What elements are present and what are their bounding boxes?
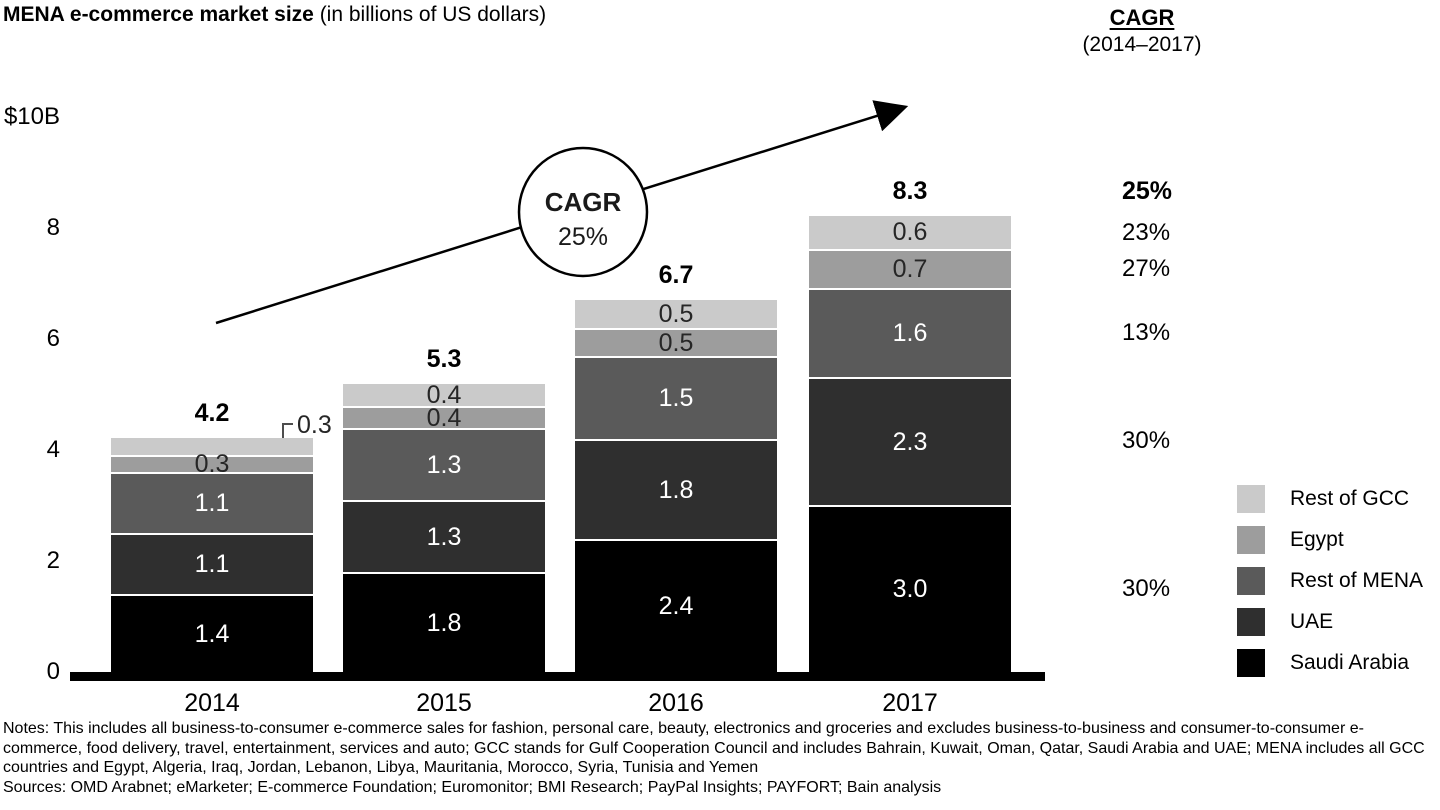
bar-total-label-2015: 5.3 <box>426 345 462 373</box>
segment-egypt-2016: 0.5 <box>575 328 777 356</box>
segment-saudi-arabia-2016: 2.4 <box>575 539 777 672</box>
segment-value-label: 0.4 <box>426 380 462 409</box>
segment-value-label: 1.8 <box>658 475 694 504</box>
segment-uae-2015: 1.3 <box>343 500 545 572</box>
bar-total-label-2016: 6.7 <box>658 261 694 289</box>
cagr-header-title: CAGR <box>1109 5 1175 30</box>
segment-rest-of-mena-2015: 1.3 <box>343 428 545 500</box>
legend-label: Rest of GCC <box>1290 487 1410 510</box>
x-tick-label-2015: 2015 <box>416 689 472 717</box>
cagr-total-value: 25% <box>1122 177 1173 205</box>
stacked-bar-2015: 0.4 0.4 1.3 1.3 1.8 <box>343 380 545 672</box>
segment-value-label: 2.3 <box>892 427 928 456</box>
legend-label: Egypt <box>1290 528 1344 551</box>
cagr-header: CAGR (2014–2017) <box>1063 5 1221 57</box>
footnotes: Notes: This includes all business-to-con… <box>3 719 1438 797</box>
segment-rest-of-mena-2017: 1.6 <box>809 288 1011 377</box>
segment-value-label: 0.5 <box>658 299 694 328</box>
segment-egypt-2017: 0.7 <box>809 249 1011 288</box>
y-tick-label-0: 0 <box>46 658 60 685</box>
segment-value-label: 0.7 <box>892 255 928 283</box>
stacked-bar-2016: 0.5 0.5 1.5 1.8 2.4 <box>575 300 777 672</box>
segment-saudi-arabia-2015: 1.8 <box>343 572 545 672</box>
cagr-bubble <box>517 146 649 278</box>
bar-total-label-2014: 4.2 <box>194 399 230 427</box>
x-tick-label-2016: 2016 <box>648 689 704 717</box>
cagr-value-uae: 30% <box>1122 427 1171 454</box>
segment-value-label: 0.6 <box>892 218 928 246</box>
segment-value-label: 3.0 <box>892 575 928 603</box>
x-axis-line <box>70 672 1045 681</box>
chart-title-main: MENA e-commerce market size <box>3 3 314 26</box>
segment-value-label: 2.4 <box>658 592 694 620</box>
sources-text: Sources: OMD Arabnet; eMarketer; E-comme… <box>3 778 942 796</box>
segment-uae-2014: 1.1 <box>111 533 313 594</box>
x-tick-label-2017: 2017 <box>882 689 938 717</box>
cagr-value-rest-of-gcc: 23% <box>1122 219 1171 246</box>
segment-value-label: 1.3 <box>426 450 462 479</box>
bar-total-label-2017: 8.3 <box>892 177 928 205</box>
segment-value-label: 1.5 <box>658 384 694 412</box>
legend-swatch-icon <box>1237 526 1265 554</box>
segment-saudi-arabia-2017: 3.0 <box>809 505 1011 672</box>
segment-rest-of-gcc-2017: 0.6 <box>809 216 1011 249</box>
legend-swatch-icon <box>1237 649 1265 677</box>
segment-value-label: 1.3 <box>426 522 462 551</box>
chart-title: MENA e-commerce market size (in billions… <box>3 3 546 27</box>
legend-label: Saudi Arabia <box>1290 651 1410 674</box>
cagr-bubble-value: 25% <box>558 223 608 251</box>
legend-label: Rest of MENA <box>1290 569 1424 592</box>
cagr-value-egypt: 27% <box>1122 255 1171 282</box>
cagr-header-range: (2014–2017) <box>1082 33 1202 56</box>
segment-rest-of-gcc-2014 <box>111 438 313 455</box>
notes-text: Notes: This includes all business-to-con… <box>3 720 1425 776</box>
segment-value-label: 0.5 <box>658 328 694 357</box>
legend-swatch-icon <box>1237 567 1265 595</box>
cagr-bubble-title: CAGR <box>545 187 622 217</box>
x-tick-label-2014: 2014 <box>184 689 240 717</box>
segment-egypt-2015: 0.4 <box>343 403 545 432</box>
stacked-bar-2014: 0.3 1.1 1.1 1.4 <box>111 438 313 672</box>
y-tick-label-6: 6 <box>46 325 60 352</box>
segment-rest-of-mena-2016: 1.5 <box>575 356 777 439</box>
segment-rest-of-mena-2014: 1.1 <box>111 472 313 533</box>
segment-value-label: 1.8 <box>426 608 462 637</box>
segment-uae-2016: 1.8 <box>575 439 777 539</box>
segment-egypt-2014: 0.3 <box>111 452 313 477</box>
segment-rest-of-gcc-2015: 0.4 <box>343 380 545 409</box>
segment-value-label: 1.4 <box>194 619 230 648</box>
y-tick-label-10: $10B <box>3 103 60 130</box>
chart-title-subtitle: (in billions of US dollars) <box>313 3 547 26</box>
y-tick-label-8: 8 <box>46 214 60 241</box>
segment-value-label: 1.6 <box>892 319 928 347</box>
segment-rest-of-gcc-2016: 0.5 <box>575 300 777 328</box>
growth-arrow <box>215 100 909 325</box>
segment-uae-2017: 2.3 <box>809 377 1011 505</box>
stacked-bar-2017: 0.6 0.7 1.6 2.3 3.0 <box>809 216 1011 672</box>
legend-label: UAE <box>1290 610 1334 633</box>
cagr-value-rest-of-mena: 13% <box>1122 319 1171 346</box>
legend-swatch-icon <box>1237 608 1265 636</box>
cagr-value-saudi-arabia: 30% <box>1122 575 1171 602</box>
segment-value-label: 0.4 <box>426 403 462 432</box>
segment-saudi-arabia-2014: 1.4 <box>111 594 313 672</box>
segment-value-label: 1.1 <box>194 550 230 578</box>
y-tick-label-2: 2 <box>46 547 60 574</box>
legend-swatch-icon <box>1237 485 1265 513</box>
segment-value-label: 1.1 <box>194 489 230 517</box>
y-tick-label-4: 4 <box>46 436 60 463</box>
